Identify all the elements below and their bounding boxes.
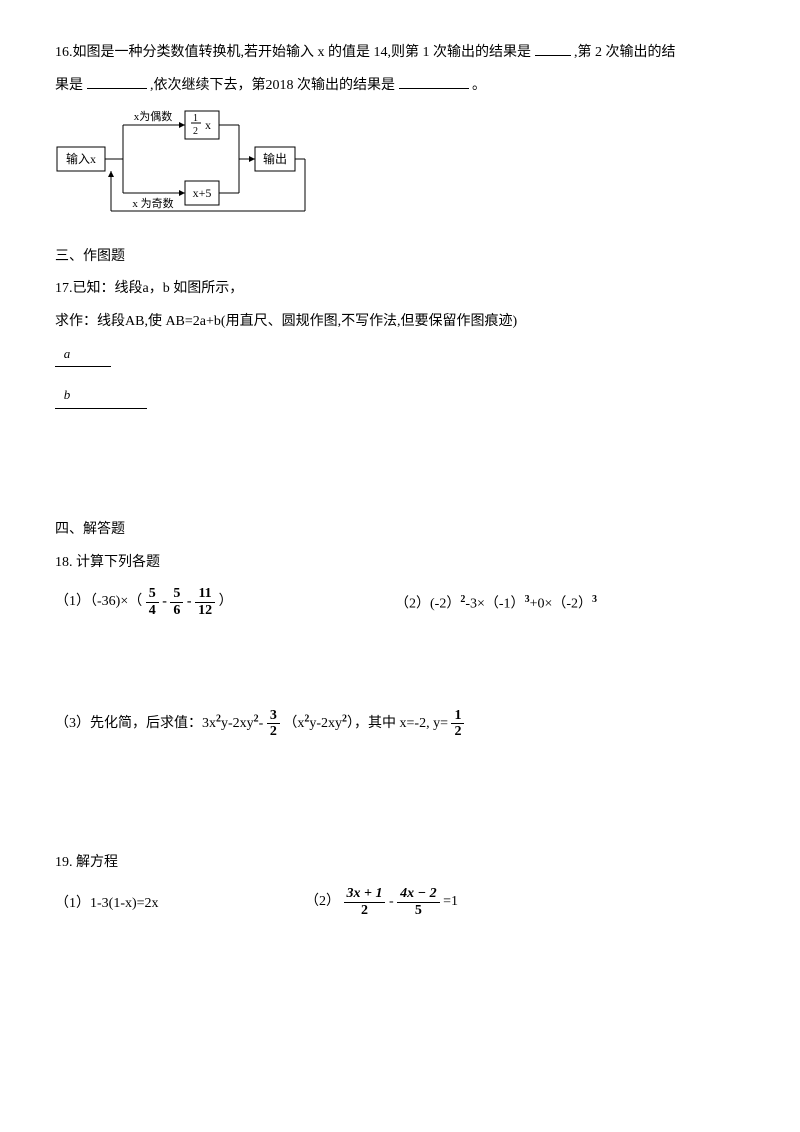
- section-3-title: 三、作图题: [55, 244, 745, 271]
- q19-part1: （1）1-3(1-x)=2x: [55, 891, 305, 918]
- segment-b: b: [55, 383, 745, 409]
- flowchart-svg: 输入x x为偶数 1 2 x x 为奇数 x+5 输出: [55, 105, 315, 215]
- q19p2a: （2）: [305, 894, 340, 909]
- q18p3d: （x: [283, 716, 304, 731]
- blank-2: [87, 75, 147, 89]
- svg-text:输入x: 输入x: [66, 151, 96, 166]
- frac-5-6: 56: [170, 586, 183, 618]
- minus-2: -: [187, 594, 192, 609]
- q19-minus: -: [389, 894, 397, 909]
- frac-5-4: 54: [146, 586, 159, 618]
- q18p3a: （3）先化简，后求值：3x: [55, 716, 216, 731]
- q19p1: （1）1-3(1-x)=2x: [55, 896, 159, 911]
- q16-line1: 16.如图是一种分类数值转换机,若开始输入 x 的值是 14,则第 1 次输出的…: [55, 40, 745, 67]
- svg-text:x为偶数: x为偶数: [134, 110, 173, 123]
- section-4-title: 四、解答题: [55, 517, 745, 544]
- svg-text:x+5: x+5: [193, 186, 212, 200]
- label-b: b: [55, 383, 79, 408]
- q16-diagram: 输入x x为偶数 1 2 x x 为奇数 x+5 输出: [55, 105, 745, 226]
- svg-text:x 为奇数: x 为奇数: [132, 197, 173, 210]
- segment-a: a: [55, 342, 745, 368]
- svg-text:2: 2: [193, 126, 198, 137]
- q17-l2: 求作：线段AB,使 AB=2a+b(用直尺、圆规作图,不写作法,但要保留作图痕迹…: [55, 309, 745, 336]
- exp-3b: 3: [592, 594, 597, 605]
- label-a: a: [55, 342, 79, 367]
- minus-1: -: [162, 594, 167, 609]
- frac-4x2-5: 4x − 25: [397, 886, 439, 918]
- q19-eq: =1: [443, 894, 458, 909]
- q16-line2: 果是 ,依次继续下去，第2018 次输出的结果是 。: [55, 73, 745, 100]
- q18p2b: -3×（-1）: [465, 596, 524, 611]
- q18-part1: （1）（-36)×（ 54 - 56 - 1112 ）: [55, 586, 395, 618]
- frac-11-12: 1112: [195, 586, 215, 618]
- q18p2c: +0×（-2）: [530, 596, 592, 611]
- q18p3e: y-2xy: [309, 716, 342, 731]
- q16-text-1a: 16.如图是一种分类数值转换机,若开始输入 x 的值是 14,则第 1 次输出的…: [55, 45, 531, 60]
- q18p1-pre: （1）（-36)×（: [55, 594, 142, 609]
- q18p2a: （2）(-2）: [395, 596, 460, 611]
- q18p3b: y-2xy: [221, 716, 254, 731]
- q17-l1: 17.已知：线段a，b 如图所示，: [55, 276, 745, 303]
- q16-text-2c: 。: [472, 78, 486, 93]
- q18p3f: ），其中 x=-2, y=: [347, 716, 451, 731]
- blank-3: [399, 75, 469, 89]
- q16-text-2b: ,依次继续下去，第2018 次输出的结果是: [150, 78, 395, 93]
- q16-text-2a: 果是: [55, 78, 83, 93]
- svg-text:1: 1: [193, 113, 198, 124]
- frac-3-2: 32: [267, 708, 280, 740]
- q18-part2: （2）(-2）2-3×（-1）3+0×（-2）3: [395, 590, 597, 618]
- q16-text-1b: ,第 2 次输出的结: [574, 45, 676, 60]
- q19-title: 19. 解方程: [55, 850, 745, 877]
- q18p1-post: ）: [219, 594, 233, 609]
- frac-3x1-2: 3x + 12: [344, 886, 386, 918]
- blank-1: [535, 42, 571, 56]
- q18-title: 18. 计算下列各题: [55, 550, 745, 577]
- q19-part2: （2） 3x + 12 - 4x − 25 =1: [305, 886, 458, 918]
- q18-part3: （3）先化简，后求值：3x2y-2xy2- 32 （x2y-2xy2），其中 x…: [55, 708, 745, 740]
- svg-text:x: x: [205, 118, 211, 132]
- frac-1-2: 12: [451, 708, 464, 740]
- svg-text:输出: 输出: [263, 151, 287, 166]
- q18p3c: -: [259, 716, 264, 731]
